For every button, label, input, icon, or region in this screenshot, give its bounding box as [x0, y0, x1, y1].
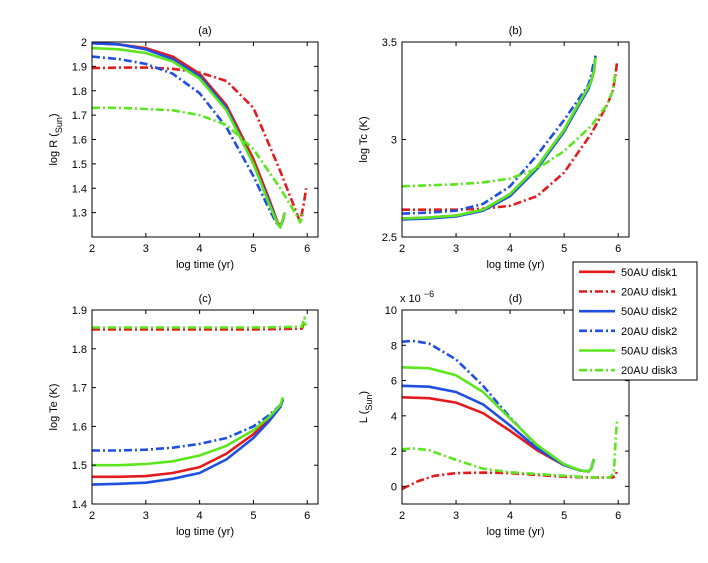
y-tick-label: 2 — [391, 446, 397, 458]
y-tick-label: 1.4 — [72, 183, 87, 195]
legend-box — [572, 261, 698, 381]
x-axis-label: log time (yr) — [486, 526, 544, 538]
series-line-50au-disk2 — [92, 398, 285, 486]
panel-title: (d) — [509, 293, 522, 305]
y-tick-label: 2.5 — [382, 232, 397, 244]
x-tick-label: 5 — [250, 510, 256, 522]
legend-label: 50AU disk2 — [621, 306, 677, 318]
x-tick-label: 6 — [615, 510, 621, 522]
y-tick-label: 0 — [391, 481, 397, 493]
y-axis-label: L (Sun) — [358, 391, 374, 423]
series-line-20au-disk1 — [402, 61, 619, 211]
y-tick-label: 1.4 — [72, 499, 87, 511]
x-tick-label: 2 — [399, 510, 405, 522]
series-line-20au-disk2 — [92, 55, 285, 228]
y-axis-label: log Te (K) — [48, 384, 60, 431]
y-tick-label: 3.5 — [382, 37, 397, 49]
series-line-20au-disk1 — [402, 470, 619, 491]
legend-label: 20AU disk3 — [621, 365, 677, 377]
series-line-20au-disk3 — [402, 71, 617, 188]
y-tick-label: 1.8 — [72, 86, 87, 98]
y-tick-label: 1.9 — [72, 61, 87, 73]
y-tick-label: 1.7 — [72, 383, 87, 395]
y-tick-label: 10 — [385, 305, 397, 317]
y-tick-label: 3 — [391, 135, 397, 147]
axes-frame — [91, 309, 319, 505]
axes-frame — [401, 309, 630, 505]
legend-label: 50AU disk3 — [621, 346, 677, 358]
series-line-50au-disk1 — [402, 396, 596, 473]
panel-title: (c) — [199, 293, 212, 305]
x-tick-label: 6 — [304, 510, 310, 522]
x-tick-label: 4 — [507, 510, 513, 522]
x-tick-label: 5 — [250, 243, 256, 255]
x-tick-label: 3 — [143, 510, 149, 522]
y-exponent-label: x 10 −6 — [400, 289, 434, 305]
series-group — [92, 42, 308, 229]
y-tick-label: 1.6 — [72, 421, 87, 433]
legend-item: 50AU disk2 — [579, 306, 677, 318]
y-tick-label: 8 — [391, 340, 397, 352]
x-tick-label: 3 — [143, 243, 149, 255]
x-tick-label: 6 — [304, 243, 310, 255]
panel-title: (b) — [509, 25, 522, 37]
x-tick-label: 5 — [561, 243, 567, 255]
series-line-50au-disk3 — [92, 396, 285, 467]
x-tick-label: 5 — [561, 510, 567, 522]
y-tick-label: 1.5 — [72, 159, 87, 171]
series-line-20au-disk3 — [92, 316, 307, 329]
axes-frame — [91, 41, 319, 238]
y-axis-label: log Tc (K) — [358, 116, 370, 162]
series-line-50au-disk3 — [402, 366, 596, 473]
panel-1: 2 3 4 5 6 1.3 1.4 1.5 1.6 1.7 1.8 1.9 2 (a) log time (… — [48, 25, 319, 271]
x-axis-label: log time (yr) — [486, 259, 544, 271]
y-tick-label: 1.3 — [72, 208, 87, 220]
series-group — [92, 316, 308, 486]
series-group — [402, 339, 619, 491]
y-tick-label: 1.6 — [72, 135, 87, 147]
legend-label: 20AU disk2 — [621, 326, 677, 338]
x-tick-label: 4 — [507, 243, 513, 255]
x-tick-label: 2 — [89, 510, 95, 522]
y-tick-label: 6 — [391, 376, 397, 388]
panel-3: 2 3 4 5 6 1.4 1.5 1.6 1.7 1.8 1.9 (c) log time (yr) l… — [48, 293, 319, 538]
series-line-50au-disk3 — [402, 57, 597, 220]
series-line-20au-disk3 — [92, 106, 305, 224]
y-tick-label: 1.8 — [72, 344, 87, 356]
series-line-20au-disk3 — [402, 419, 619, 479]
legend-label: 20AU disk1 — [621, 287, 677, 299]
legend-item: 50AU disk1 — [579, 267, 677, 279]
x-tick-label: 6 — [615, 243, 621, 255]
y-tick-label: 1.5 — [72, 460, 87, 472]
x-axis-label: log time (yr) — [176, 259, 234, 271]
series-line-20au-disk2 — [402, 61, 596, 215]
legend-item: 50AU disk3 — [579, 346, 677, 358]
legend-item: 20AU disk2 — [579, 326, 677, 338]
panel-title: (a) — [198, 25, 211, 37]
y-tick-label: 4 — [391, 411, 397, 423]
y-tick-label: 1.9 — [72, 305, 87, 317]
series-line-20au-disk1 — [92, 66, 308, 224]
legend-label: 50AU disk1 — [621, 267, 677, 279]
legend: 50AU disk1 20AU disk1 50AU disk2 20AU disk2… — [572, 261, 698, 381]
x-tick-label: 4 — [197, 243, 203, 255]
panel-4: 2 3 4 5 6 0 2 4 6 8 10 (d) log time (yr) L (Sun) x 10 … — [358, 289, 630, 538]
panel-2: 2 3 4 5 6 2.5 3 3.5 (b) log time (yr) log Tc (K) — [358, 25, 630, 271]
x-tick-label: 2 — [89, 243, 95, 255]
legend-item: 20AU disk1 — [579, 287, 677, 299]
series-group — [402, 55, 619, 221]
x-tick-label: 3 — [453, 243, 459, 255]
series-line-20au-disk2 — [92, 398, 285, 452]
y-tick-label: 2 — [81, 37, 87, 49]
x-tick-label: 2 — [399, 243, 405, 255]
series-line-50au-disk3 — [92, 46, 286, 229]
y-tick-label: 1.7 — [72, 110, 87, 122]
x-axis-label: log time (yr) — [176, 526, 234, 538]
legend-item: 20AU disk3 — [579, 365, 677, 377]
y-axis-label: log R (Sun) — [48, 113, 64, 165]
x-tick-label: 4 — [197, 510, 203, 522]
x-tick-label: 3 — [453, 510, 459, 522]
